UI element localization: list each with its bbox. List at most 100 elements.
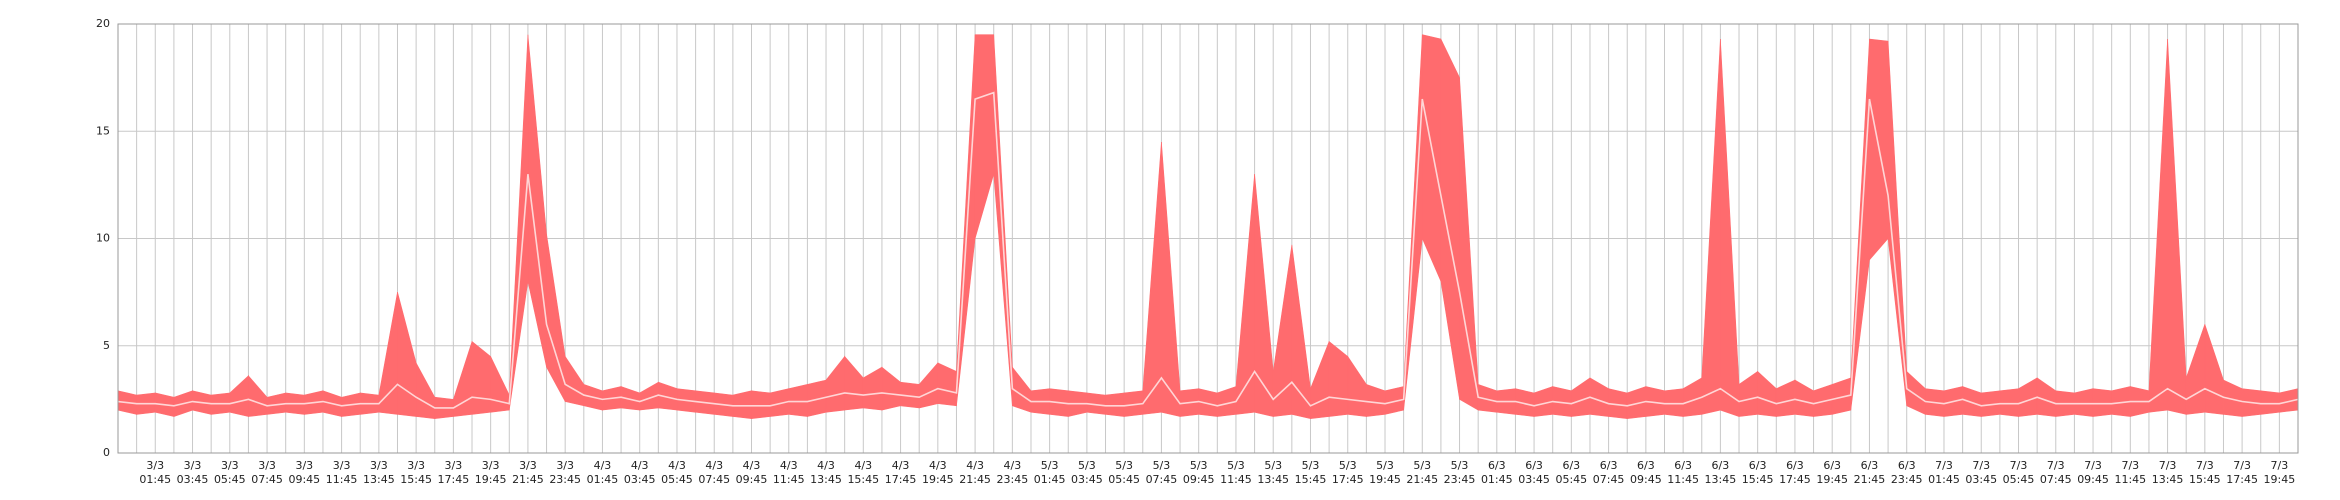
x-tick-time: 05:45 (214, 473, 246, 486)
band-segment (1794, 379, 1814, 417)
x-tick-date: 6/3 (1600, 459, 1618, 472)
x-tick-date: 4/3 (817, 459, 835, 472)
x-tick-date: 6/3 (1749, 459, 1767, 472)
x-tick-time: 23:45 (997, 473, 1029, 486)
x-tick-time: 11:45 (326, 473, 358, 486)
band-segment (1459, 77, 1479, 411)
x-tick-date: 5/3 (1451, 459, 1469, 472)
x-tick-date: 4/3 (631, 459, 649, 472)
band-segment (1962, 386, 1982, 417)
x-tick-date: 6/3 (1823, 459, 1841, 472)
band-segment (1682, 377, 1703, 417)
x-tick-date: 6/3 (1786, 459, 1804, 472)
band-segment (1701, 38, 1721, 415)
x-tick-date: 3/3 (445, 459, 463, 472)
y-tick-label: 15 (96, 124, 110, 137)
band-segment (2167, 38, 2187, 415)
x-tick-time: 07:45 (1146, 473, 1178, 486)
x-tick-date: 4/3 (743, 459, 761, 472)
x-tick-time: 09:45 (2077, 473, 2109, 486)
band-segment (2185, 324, 2206, 415)
x-tick-date: 3/3 (370, 459, 388, 472)
band-segment (1291, 244, 1311, 420)
x-tick-date: 3/3 (556, 459, 574, 472)
x-tick-date: 6/3 (1712, 459, 1730, 472)
x-tick-time: 07:45 (1593, 473, 1625, 486)
x-tick-time: 01:45 (1928, 473, 1960, 486)
x-tick-time: 09:45 (288, 473, 320, 486)
y-tick-label: 10 (96, 232, 110, 245)
x-tick-date: 5/3 (1115, 459, 1133, 472)
x-tick-date: 6/3 (1637, 459, 1655, 472)
band-segment (229, 375, 249, 417)
x-tick-time: 11:45 (2114, 473, 2146, 486)
x-tick-time: 19:45 (475, 473, 507, 486)
x-tick-time: 07:45 (2040, 473, 2072, 486)
x-tick-date: 4/3 (966, 459, 984, 472)
x-tick-date: 3/3 (295, 459, 313, 472)
x-tick-date: 7/3 (2233, 459, 2251, 472)
x-tick-time: 21:45 (512, 473, 544, 486)
x-tick-time: 15:45 (2189, 473, 2221, 486)
x-tick-date: 4/3 (780, 459, 798, 472)
band-segment (397, 292, 417, 417)
x-tick-time: 11:45 (773, 473, 805, 486)
band-segment (1571, 377, 1591, 417)
x-tick-time: 21:45 (1854, 473, 1886, 486)
y-tick-label: 5 (103, 339, 110, 352)
band-segment (788, 383, 808, 417)
x-tick-date: 4/3 (929, 459, 947, 472)
band-segment (1366, 383, 1386, 417)
band-segment (1421, 34, 1442, 282)
x-tick-date: 7/3 (2010, 459, 2028, 472)
x-tick-date: 3/3 (407, 459, 425, 472)
band-segment (937, 362, 957, 407)
x-tick-date: 3/3 (184, 459, 202, 472)
x-tick-time: 13:45 (1257, 473, 1289, 486)
x-tick-time: 23:45 (1891, 473, 1923, 486)
band-segment (1161, 141, 1181, 417)
band-segment (1664, 388, 1684, 417)
x-tick-date: 6/3 (1562, 459, 1580, 472)
x-tick-date: 7/3 (2271, 459, 2289, 472)
x-tick-date: 3/3 (221, 459, 239, 472)
band-segment (732, 390, 752, 420)
x-tick-date: 4/3 (892, 459, 910, 472)
x-tick-date: 7/3 (1935, 459, 1953, 472)
x-tick-date: 7/3 (2084, 459, 2102, 472)
band-segment (564, 355, 585, 407)
x-tick-date: 3/3 (146, 459, 164, 472)
x-tick-time: 09:45 (1630, 473, 1662, 486)
band-segment (508, 34, 529, 411)
x-tick-time: 17:45 (1779, 473, 1811, 486)
plot-border (117, 23, 2299, 454)
band-segment (1720, 38, 1740, 417)
x-tick-date: 3/3 (333, 459, 351, 472)
x-tick-time: 23:45 (549, 473, 581, 486)
x-tick-time: 03:45 (1965, 473, 1997, 486)
band-segment (1999, 388, 2019, 417)
x-tick-time: 03:45 (1071, 473, 1103, 486)
band-segment (825, 355, 845, 413)
x-tick-time: 07:45 (251, 473, 283, 486)
band-segment (1347, 355, 1367, 417)
x-tick-time: 15:45 (1295, 473, 1327, 486)
x-tick-date: 5/3 (1227, 459, 1245, 472)
x-tick-date: 4/3 (854, 459, 872, 472)
band-segment (751, 390, 771, 420)
band-segment (844, 355, 864, 411)
x-tick-time: 01:45 (587, 473, 619, 486)
x-tick-date: 5/3 (1041, 459, 1059, 472)
band-segment (471, 340, 491, 415)
band-segment (453, 341, 473, 417)
band-segment (1775, 379, 1796, 417)
y-tick-label: 20 (96, 17, 110, 30)
x-tick-time: 17:45 (438, 473, 470, 486)
x-tick-time: 11:45 (1220, 473, 1252, 486)
x-tick-time: 17:45 (885, 473, 917, 486)
x-tick-date: 6/3 (1898, 459, 1916, 472)
x-tick-date: 5/3 (1078, 459, 1096, 472)
band-segment (1235, 174, 1255, 415)
x-tick-time: 03:45 (624, 473, 656, 486)
